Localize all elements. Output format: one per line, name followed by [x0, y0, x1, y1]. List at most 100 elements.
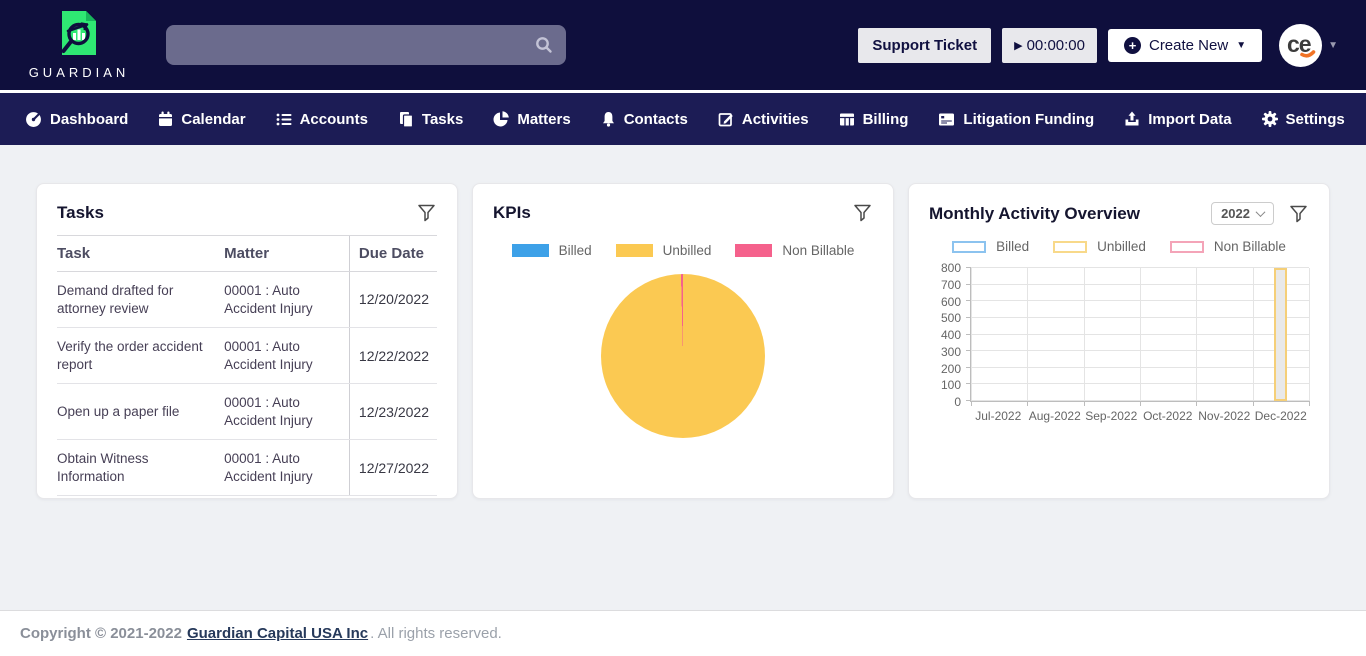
x-tick-label: Sep-2022 — [1085, 409, 1138, 423]
table-row[interactable]: Open up a paper file 00001 : Auto Accide… — [57, 383, 437, 441]
x-tick-label: Oct-2022 — [1143, 409, 1193, 423]
kpi-swatch-billed — [511, 244, 549, 257]
app-footer: Copyright © 2021-2022 Guardian Capital U… — [0, 610, 1366, 656]
nav-item-litigation-funding[interactable]: Litigation Funding — [938, 111, 1094, 128]
global-search — [166, 25, 566, 65]
monthly-filter-icon[interactable] — [1288, 203, 1309, 224]
monthly-swatch-non-billable — [1169, 240, 1204, 253]
matter-cell: 00001 : Auto Accident Injury — [224, 327, 350, 385]
kpi-swatch-unbilled — [615, 244, 653, 257]
table-row[interactable]: Demand drafted for attorney review 00001… — [57, 271, 437, 329]
user-menu-caret-icon[interactable]: ▼ — [1328, 39, 1338, 51]
litigation-funding-icon — [938, 112, 955, 127]
create-new-button[interactable]: + Create New ▼ — [1107, 28, 1263, 62]
table-row[interactable]: Verify the order accident report 00001 :… — [57, 327, 437, 385]
bar-plot — [966, 267, 1310, 406]
app-header: GUARDIAN Support Ticket ▶ 00:00:00 + Cre… — [0, 0, 1366, 90]
year-select-value: 2022 — [1221, 206, 1250, 221]
task-cell[interactable]: Demand drafted for attorney review — [57, 271, 225, 329]
brand-name: GUARDIAN — [28, 65, 130, 80]
nav-item-matters[interactable]: Matters — [493, 111, 571, 128]
company-link[interactable]: Guardian Capital USA Inc — [186, 625, 369, 642]
monthly-swatch-unbilled — [1053, 240, 1088, 253]
avatar[interactable]: ce — [1279, 23, 1323, 67]
table-row[interactable]: Obtain Witness Information 00001 : Auto … — [57, 439, 437, 497]
legend-item-non-billable[interactable]: Non Billable — [735, 243, 854, 258]
nav-item-tasks[interactable]: Tasks — [398, 111, 463, 128]
monthly-swatch-billed — [952, 240, 987, 253]
matter-cell: 00001 : Auto Accident Injury — [224, 383, 350, 441]
settings-icon — [1261, 111, 1278, 127]
year-select[interactable]: 2022 — [1211, 202, 1274, 225]
accounts-icon — [276, 112, 292, 127]
monthly-activity-card: Monthly Activity Overview 2022 Billed Un… — [908, 183, 1330, 499]
kpis-filter-icon[interactable] — [852, 202, 873, 223]
x-axis-labels: Jul-2022 Aug-2022 Sep-2022 Oct-2022 Nov-2022… — [970, 409, 1309, 423]
dashboard-content: Tasks Task Matter Due Date Demand drafte… — [0, 145, 1366, 610]
nav-item-calendar[interactable]: Calendar — [158, 111, 246, 128]
activities-icon — [718, 111, 734, 127]
task-cell[interactable]: Open up a paper file — [57, 383, 225, 441]
play-icon: ▶ — [1014, 39, 1023, 52]
kpi-swatch-non-billable — [735, 244, 773, 257]
chevron-down-icon — [1255, 207, 1266, 218]
legend-item-non-billable[interactable]: Non Billable — [1169, 239, 1286, 254]
import-data-icon — [1124, 111, 1140, 127]
legend-item-billed[interactable]: Billed — [511, 243, 592, 258]
plus-circle-icon: + — [1123, 36, 1141, 54]
support-ticket-button[interactable]: Support Ticket — [858, 27, 992, 63]
search-input[interactable] — [166, 25, 534, 65]
timer-button[interactable]: ▶ 00:00:00 — [1002, 27, 1097, 63]
matters-icon — [493, 111, 510, 127]
timer-value: 00:00:00 — [1026, 36, 1085, 54]
search-icon[interactable] — [534, 35, 554, 55]
kpi-pie-chart — [601, 274, 765, 438]
matter-cell: 00001 : Auto Accident Injury — [224, 271, 350, 329]
rights-text: . All rights reserved. — [370, 625, 502, 642]
x-tick-label: Jul-2022 — [975, 409, 1022, 423]
nav-item-contacts[interactable]: Contacts — [601, 111, 688, 128]
bar-unbilled — [1274, 268, 1288, 401]
matter-cell: 00001 : Auto Accident Injury — [224, 439, 350, 497]
user-menu[interactable]: ce ▼ — [1279, 23, 1338, 67]
tasks-card-title: Tasks — [57, 202, 104, 222]
billing-icon — [839, 112, 855, 127]
kpis-card-title: KPIs — [493, 202, 531, 222]
task-cell[interactable]: Verify the order accident report — [57, 327, 225, 385]
copyright-text: Copyright © 2021-2022 — [20, 625, 182, 642]
nav-item-accounts[interactable]: Accounts — [276, 111, 368, 128]
tasks-icon — [398, 111, 414, 128]
kpis-card: KPIs Billed Unbilled Non Billable — [472, 183, 894, 499]
tasks-table: Task Matter Due Date Demand drafted for … — [57, 235, 437, 497]
nav-item-import-data[interactable]: Import Data — [1124, 111, 1232, 128]
chevron-down-icon: ▼ — [1236, 39, 1247, 51]
dashboard-icon — [25, 111, 42, 128]
legend-item-unbilled[interactable]: Unbilled — [1053, 239, 1146, 254]
calendar-icon — [158, 111, 173, 127]
nav-item-settings[interactable]: Settings — [1261, 111, 1345, 128]
nav-item-activities[interactable]: Activities — [718, 111, 809, 128]
column-header-due-date[interactable]: Due Date — [348, 235, 437, 272]
monthly-card-title: Monthly Activity Overview — [929, 203, 1140, 223]
nav-item-dashboard[interactable]: Dashboard — [25, 111, 128, 128]
x-tick-label: Dec-2022 — [1254, 409, 1307, 423]
column-header-task[interactable]: Task — [57, 235, 225, 272]
main-nav: Dashboard Calendar Accounts Tasks Matter… — [0, 90, 1366, 145]
legend-item-unbilled[interactable]: Unbilled — [615, 243, 711, 258]
tasks-card: Tasks Task Matter Due Date Demand drafte… — [36, 183, 458, 499]
kpi-legend: Billed Unbilled Non Billable — [493, 243, 873, 258]
y-axis-labels: 0 100 200 300 400 500 600 700 800 — [940, 261, 961, 409]
x-tick-label: Aug-2022 — [1028, 409, 1081, 423]
due-date-cell: 12/22/2022 — [348, 327, 437, 385]
contacts-icon — [601, 111, 616, 127]
column-header-matter[interactable]: Matter — [224, 235, 350, 272]
guardian-logo-icon — [60, 10, 98, 62]
nav-item-billing[interactable]: Billing — [839, 111, 908, 128]
legend-item-billed[interactable]: Billed — [952, 239, 1029, 254]
due-date-cell: 12/20/2022 — [348, 271, 437, 329]
tasks-filter-icon[interactable] — [416, 202, 437, 223]
task-cell[interactable]: Obtain Witness Information — [57, 439, 225, 497]
due-date-cell: 12/23/2022 — [348, 383, 437, 441]
brand-logo[interactable]: GUARDIAN — [24, 10, 134, 80]
x-tick-label: Nov-2022 — [1198, 409, 1251, 423]
